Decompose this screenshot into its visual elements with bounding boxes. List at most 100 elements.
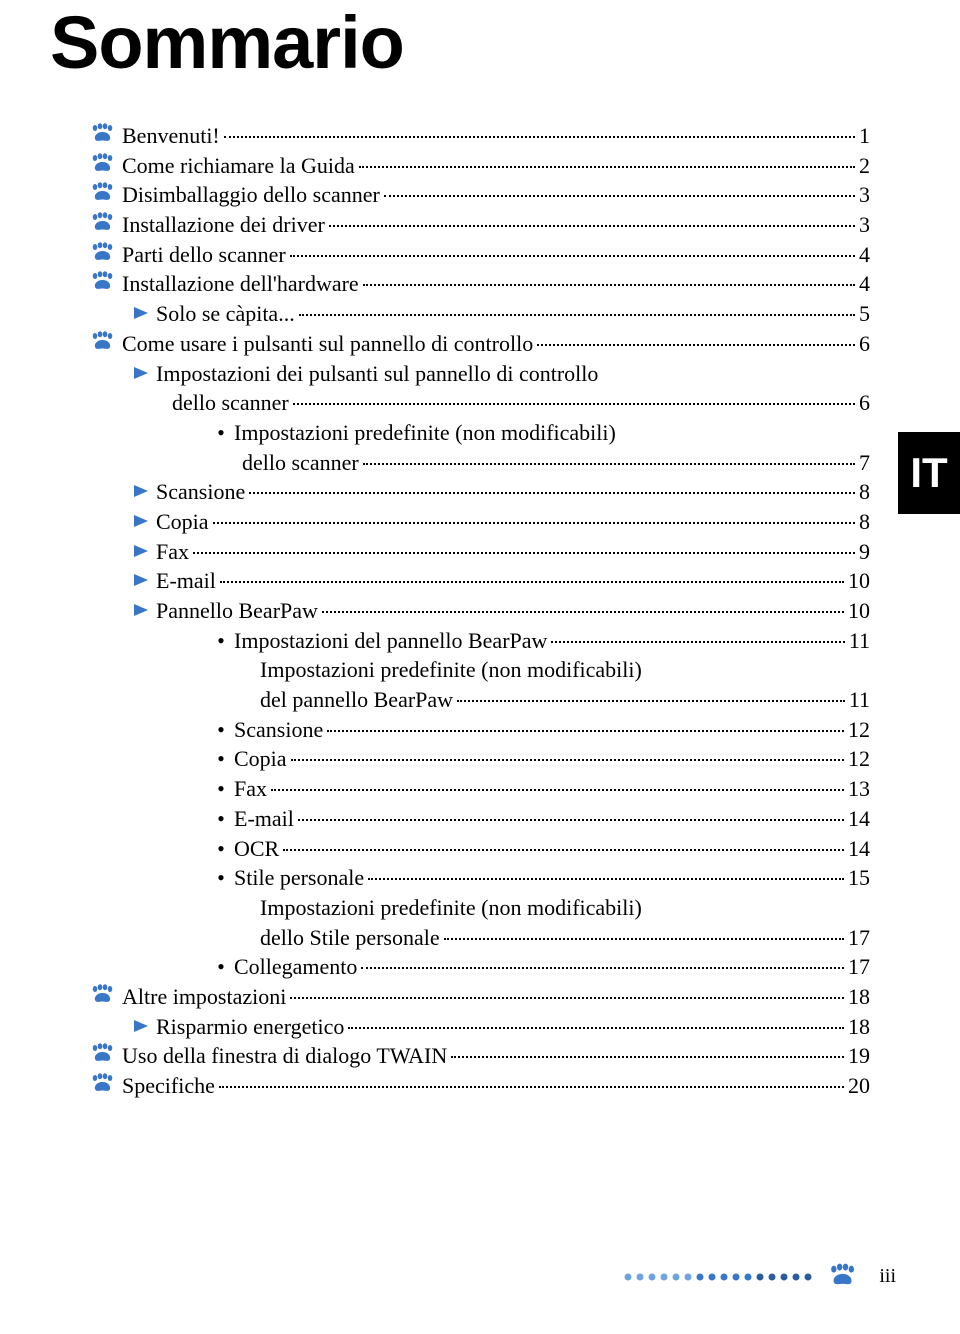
toc-entry[interactable]: •Stile personale 15 [50,863,870,893]
toc-entry[interactable]: Solo se càpita...5 [50,299,870,329]
paw-icon [90,121,114,141]
toc-leader [290,997,844,999]
toc-leader [363,284,855,286]
toc-page: 4 [859,269,870,299]
toc-page: 3 [859,210,870,240]
toc-entry[interactable]: •Copia12 [50,744,870,774]
toc-label-wrap: dello Stile personale [260,923,440,953]
bullet-icon: • [214,863,228,893]
toc-leader [457,700,845,702]
toc-entry-continuation[interactable]: dello Stile personale17 [50,923,870,953]
toc-entry[interactable]: •Impostazioni del pannello BearPaw11 [50,626,870,656]
toc-entry-continuation[interactable]: dello scanner 6 [50,388,870,418]
toc-page: 6 [859,388,870,418]
footer-dots-icon [622,1270,820,1284]
paw-icon [90,982,114,1002]
toc-page: 2 [859,151,870,181]
toc-entry[interactable]: •Scansione12 [50,715,870,745]
toc-label: Parti dello scanner [122,240,286,270]
toc-label: E-mail [156,566,216,596]
toc-entry[interactable]: Parti dello scanner4 [50,240,870,270]
toc-page: 1 [859,121,870,151]
toc-entry[interactable]: Impostazioni dei pulsanti sul pannello d… [50,359,870,389]
toc-leader [291,759,844,761]
toc-page: 11 [849,626,870,656]
footer-paw-icon [828,1263,856,1292]
toc-page: 6 [859,329,870,359]
toc-entry[interactable]: Scansione 8 [50,477,870,507]
toc-label: OCR [234,834,279,864]
toc-entry[interactable]: •E-mail14 [50,804,870,834]
toc-entry[interactable]: •Collegamento17 [50,952,870,982]
toc-leader [444,938,844,940]
toc-leader [224,136,855,138]
paw-icon [90,329,114,349]
toc-entry[interactable]: Fax9 [50,537,870,567]
toc-entry[interactable]: •OCR 14 [50,834,870,864]
toc-page: 10 [848,596,870,626]
toc-label: Altre impostazioni [122,982,286,1012]
bullet-icon: • [214,744,228,774]
toc-label: Stile personale [234,863,364,893]
toc-entry[interactable]: Disimballaggio dello scanner 3 [50,180,870,210]
toc-entry[interactable]: Impostazioni predefinite (non modificabi… [50,893,870,923]
paw-icon [90,269,114,289]
toc-entry[interactable]: Altre impostazioni 18 [50,982,870,1012]
toc-entry[interactable]: Installazione dei driver 3 [50,210,870,240]
bullet-icon: • [214,834,228,864]
toc-entry-continuation[interactable]: del pannello BearPaw11 [50,685,870,715]
toc-page: 17 [848,952,870,982]
toc-page: 14 [848,834,870,864]
toc-label: Copia [234,744,287,774]
toc-page: 15 [848,863,870,893]
toc-entry[interactable]: Pannello BearPaw 10 [50,596,870,626]
toc-page: 8 [859,507,870,537]
paw-icon [90,1041,114,1061]
toc-entry[interactable]: •Impostazioni predefinite (non modificab… [50,418,870,448]
paw-icon [90,210,114,230]
toc-entry[interactable]: Benvenuti!1 [50,121,870,151]
toc-label-wrap: dello scanner [172,388,289,418]
toc-entry[interactable]: Impostazioni predefinite (non modificabi… [50,655,870,685]
toc-leader [451,1056,844,1058]
toc-page: 7 [859,448,870,478]
toc-page: 11 [849,685,870,715]
bullet-icon: • [214,418,228,448]
paw-icon [90,240,114,260]
language-tab: IT [898,432,960,514]
toc-entry[interactable]: Come richiamare la Guida2 [50,151,870,181]
toc-entry[interactable]: Uso della finestra di dialogo TWAIN19 [50,1041,870,1071]
toc-label: Disimballaggio dello scanner [122,180,380,210]
toc-page: 14 [848,804,870,834]
toc-label: Uso della finestra di dialogo TWAIN [122,1041,447,1071]
toc-leader [213,522,855,524]
toc-entry-continuation[interactable]: dello scanner7 [50,448,870,478]
toc-page: 10 [848,566,870,596]
toc-entry[interactable]: Come usare i pulsanti sul pannello di co… [50,329,870,359]
toc-entry[interactable]: Specifiche 20 [50,1071,870,1101]
toc-label: Installazione dei driver [122,210,325,240]
table-of-contents: Benvenuti!1Come richiamare la Guida2Disi… [50,121,870,1101]
bullet-icon: • [214,804,228,834]
toc-entry[interactable]: Installazione dell'hardware4 [50,269,870,299]
toc-entry[interactable]: •Fax13 [50,774,870,804]
toc-page: 18 [848,982,870,1012]
arrow-icon [132,299,150,315]
toc-page: 3 [859,180,870,210]
toc-leader [219,1086,844,1088]
toc-leader [249,492,855,494]
toc-leader [299,314,855,316]
toc-page: 8 [859,477,870,507]
toc-entry[interactable]: E-mail 10 [50,566,870,596]
toc-leader [220,581,844,583]
toc-label: Pannello BearPaw [156,596,318,626]
arrow-icon [132,1012,150,1028]
toc-page: 20 [848,1071,870,1101]
toc-entry[interactable]: Risparmio energetico18 [50,1012,870,1042]
toc-leader [293,403,855,405]
toc-label: Scansione [156,477,245,507]
toc-label: Specifiche [122,1071,215,1101]
paw-icon [90,151,114,171]
toc-page: 12 [848,715,870,745]
toc-entry[interactable]: Copia8 [50,507,870,537]
